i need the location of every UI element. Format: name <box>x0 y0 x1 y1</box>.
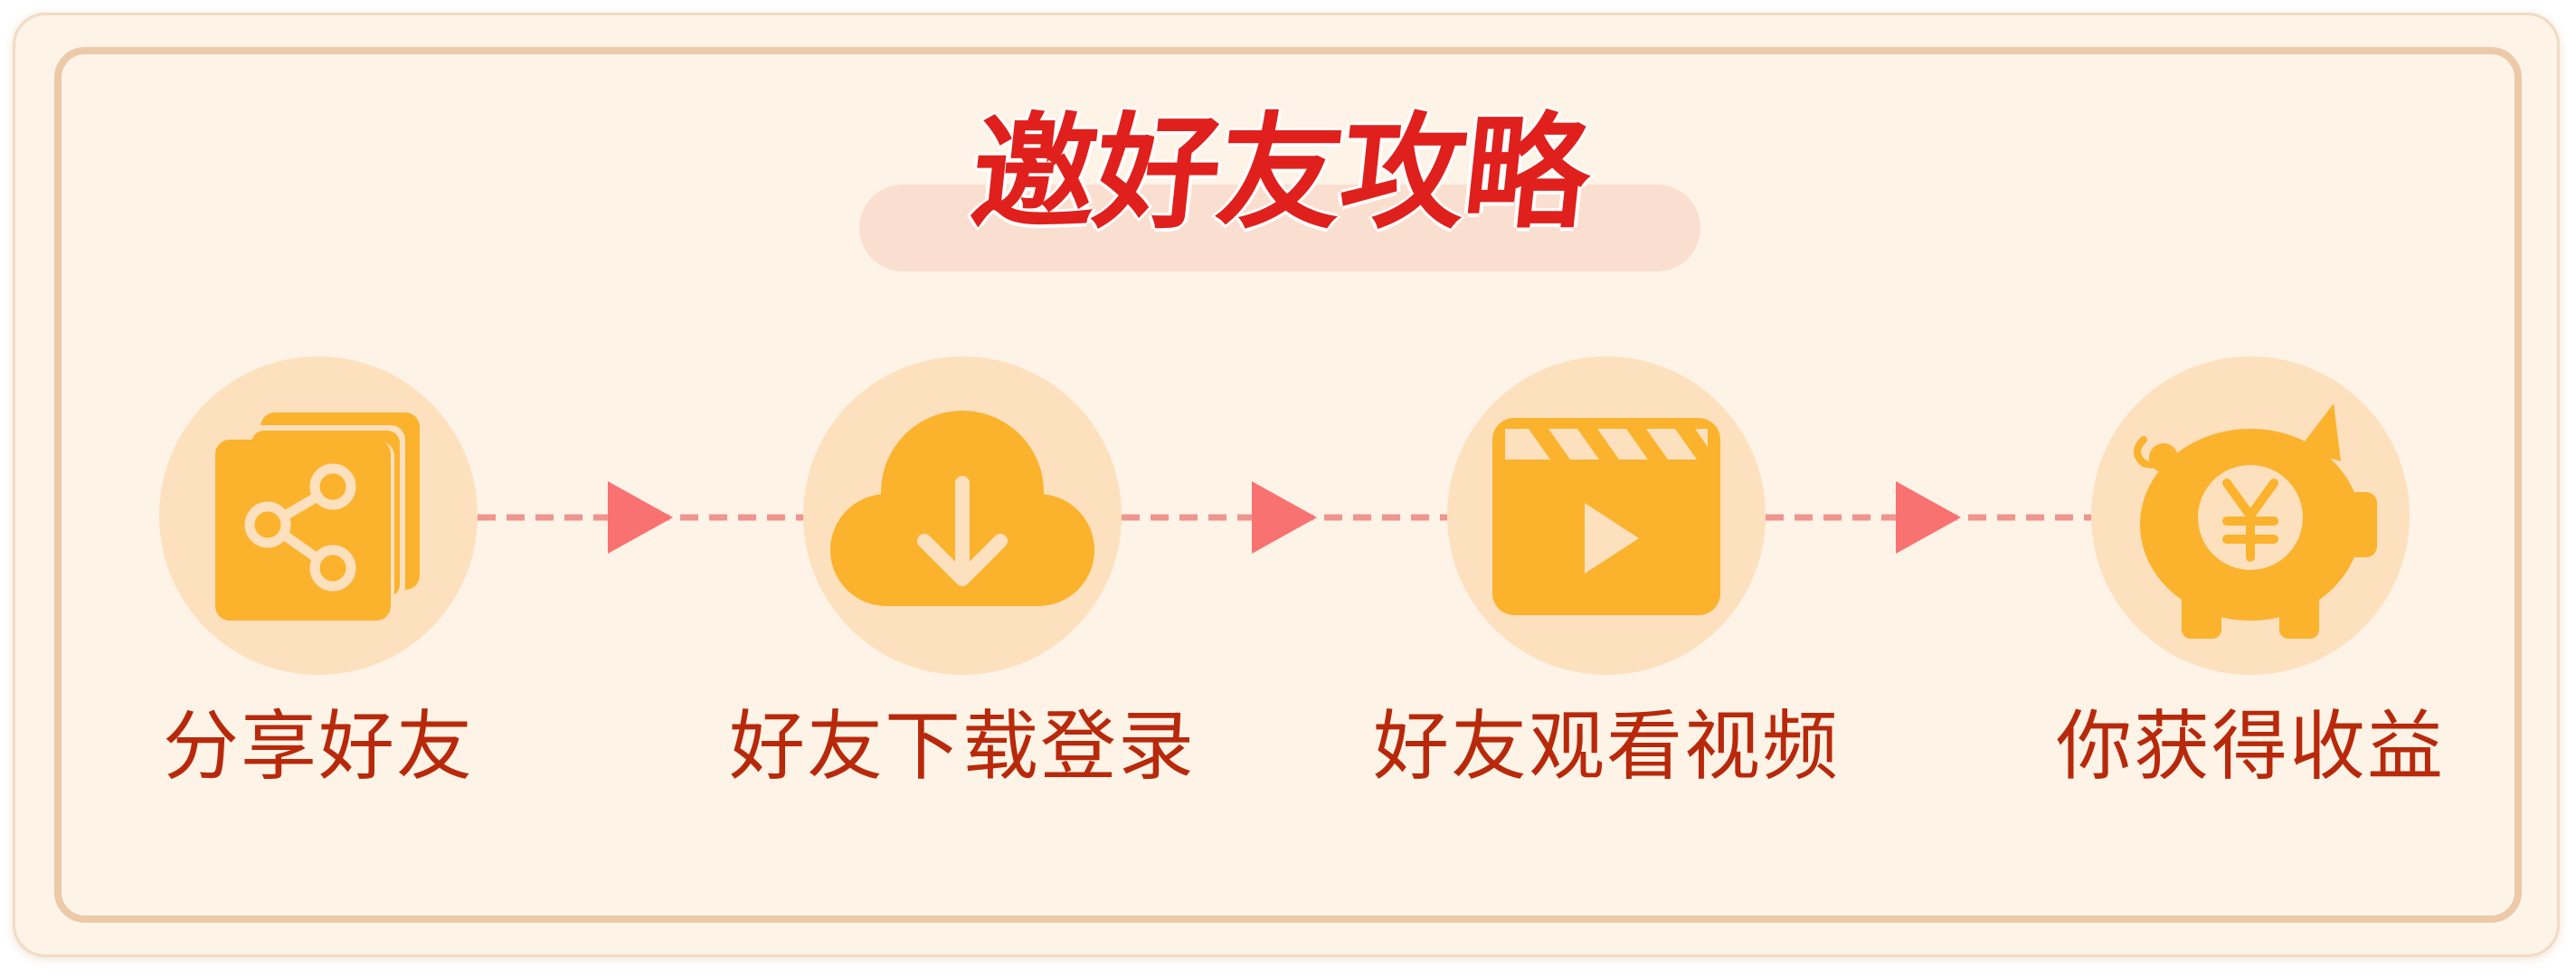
connector-3 <box>1766 481 2091 554</box>
cloud-download-icon <box>830 411 1094 606</box>
step-2-label: 好友下载登录 <box>728 702 1196 791</box>
share-icon <box>215 413 420 621</box>
step-4-label: 你获得收益 <box>2055 702 2445 791</box>
arrow-right-icon <box>1896 481 1961 554</box>
step-1-label: 分享好友 <box>162 702 474 791</box>
arrow-right-icon <box>608 481 673 554</box>
step-2-icon-circle <box>803 356 1122 675</box>
arrow-right-icon <box>1252 481 1317 554</box>
connector-2 <box>1122 481 1447 554</box>
step-4-icon-circle <box>2091 356 2410 675</box>
connector-1 <box>478 481 803 554</box>
step-3-label: 好友观看视频 <box>1372 702 1840 791</box>
video-clapperboard-icon <box>1492 418 1720 615</box>
step-3-icon-circle <box>1447 356 1766 675</box>
title-pill <box>859 185 1700 271</box>
inner-frame <box>54 47 2522 923</box>
step-1-icon-circle <box>159 356 478 675</box>
piggy-bank-yuan-icon <box>2134 403 2377 639</box>
